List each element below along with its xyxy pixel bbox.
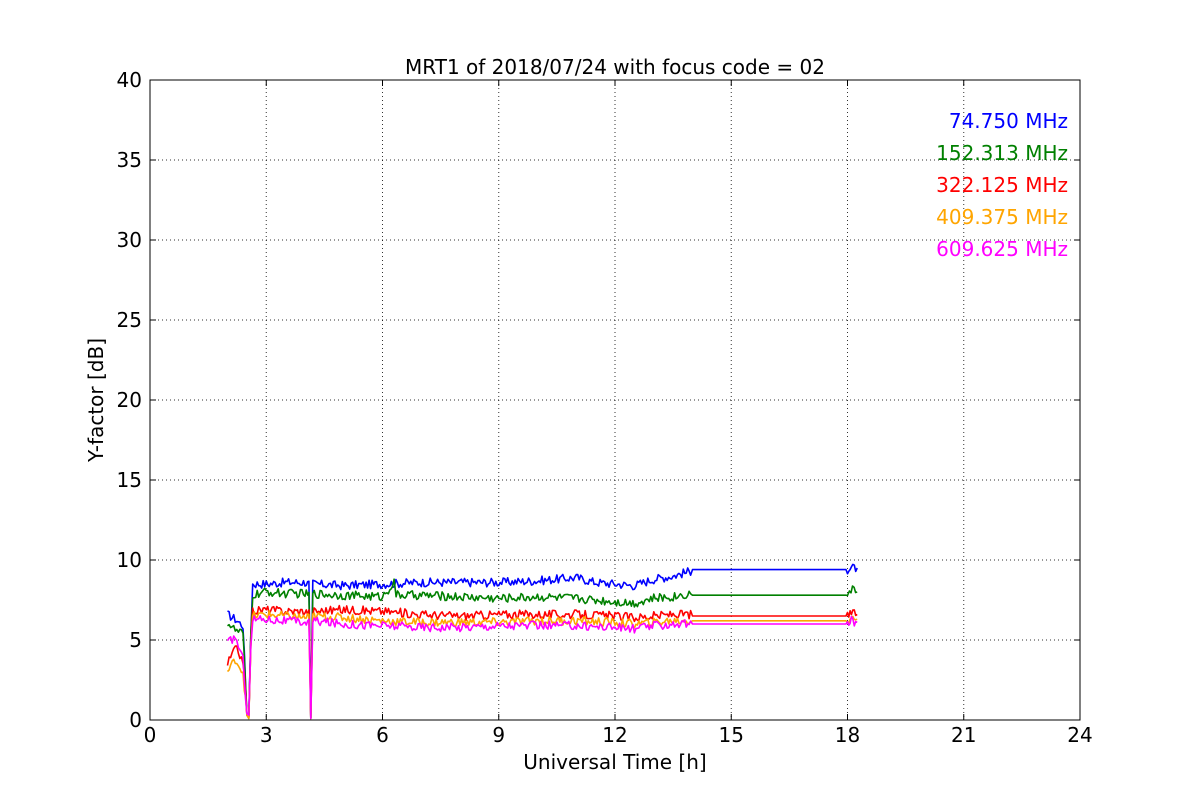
legend: 74.750 MHz 152.313 MHz 322.125 MHz 409.375 …: [936, 109, 1068, 261]
y-tick-label: 5: [129, 628, 142, 652]
grid: [150, 80, 1080, 720]
chart-title: MRT1 of 2018/07/24 with focus code = 02: [405, 55, 825, 79]
series-line: [227, 578, 858, 720]
x-tick-label: 3: [260, 723, 273, 747]
x-tick-label: 0: [144, 723, 157, 747]
x-tick-label: 21: [951, 723, 976, 747]
series-line: [227, 563, 858, 720]
x-tick-label: 24: [1067, 723, 1092, 747]
y-tick-label: 0: [129, 708, 142, 732]
series-layer: [226, 563, 858, 720]
ticks: [149, 79, 1081, 721]
series-line: [226, 614, 858, 720]
y-tick-label: 20: [117, 388, 142, 412]
legend-entry: 609.625 MHz: [936, 237, 1068, 261]
x-tick-label: 15: [719, 723, 744, 747]
y-tick-label: 10: [117, 548, 142, 572]
y-tick-label: 15: [117, 468, 142, 492]
legend-entry: 322.125 MHz: [936, 173, 1068, 197]
series-line: [226, 604, 858, 720]
series-line: [226, 609, 858, 720]
y-axis-label: Y-factor [dB]: [84, 338, 108, 463]
x-axis-label: Universal Time [h]: [523, 750, 706, 774]
y-tick-label: 40: [117, 68, 142, 92]
x-tick-label: 12: [602, 723, 627, 747]
y-tick-label: 30: [117, 228, 142, 252]
y-tick-label: 25: [117, 308, 142, 332]
x-tick-label: 6: [376, 723, 389, 747]
tick-labels: 0 3 6 9 12 15 18 21 24 0 5 10 15 20 25 30 35 40: [117, 68, 1093, 747]
legend-entry: 152.313 MHz: [936, 141, 1068, 165]
x-tick-label: 18: [835, 723, 860, 747]
y-tick-label: 35: [117, 148, 142, 172]
legend-entry: 409.375 MHz: [936, 205, 1068, 229]
legend-entry: 74.750 MHz: [949, 109, 1068, 133]
x-tick-label: 9: [492, 723, 505, 747]
